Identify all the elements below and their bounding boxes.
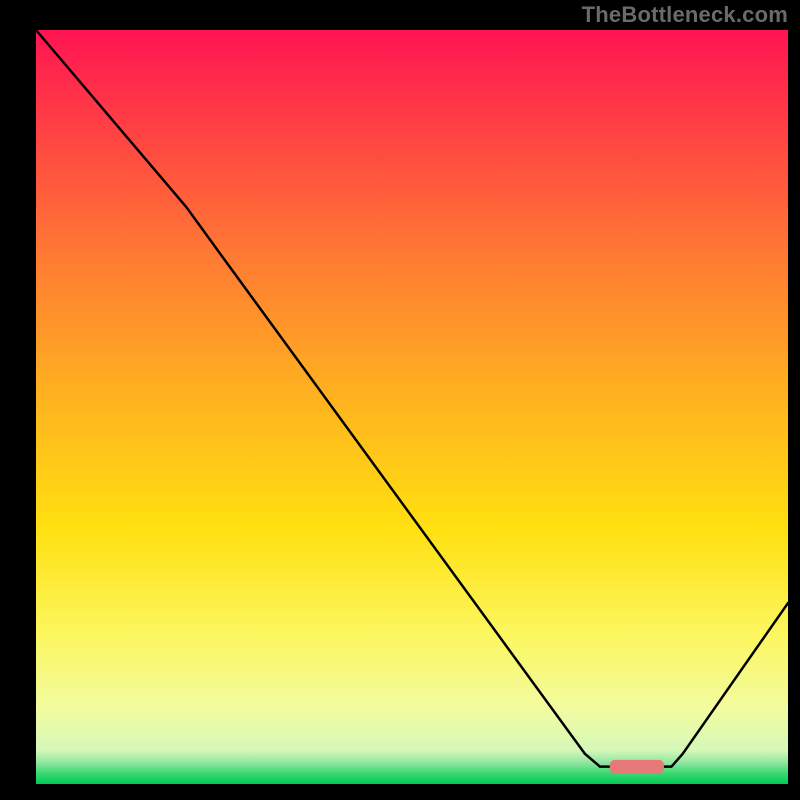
gradient-fill-rect — [36, 30, 788, 784]
chart-container: TheBottleneck.com — [0, 0, 800, 800]
optimal-marker — [610, 760, 664, 774]
chart-svg — [0, 0, 800, 800]
